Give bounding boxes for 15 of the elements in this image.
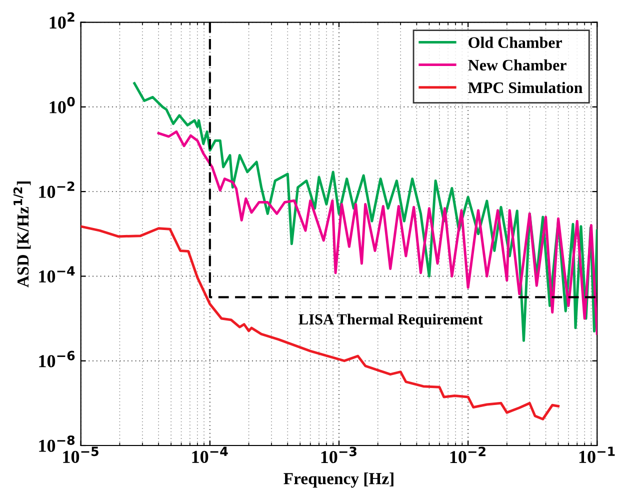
y-tick-label: 10$^{−4}$: [39, 266, 75, 283]
x-tick-label: 10$^{−1}$: [579, 446, 615, 463]
annotation: LISA Thermal Requirement: [298, 314, 483, 328]
x-axis-title: Frequency [Hz]: [284, 472, 394, 488]
x-tick-label: 10$^{−2}$: [450, 446, 486, 464]
x-tick-label: 10$^{−4}$: [192, 446, 228, 463]
legend-label: MPC Simulation: [468, 82, 583, 94]
y-tick-label: 10$^{−2}$: [39, 182, 74, 198]
y-tick-label: 10$^{−6}$: [39, 350, 75, 368]
legend-label: New Chamber: [468, 59, 566, 71]
legend-label: Old Chamber: [468, 36, 562, 48]
y-axis-title: ASD [K/Hz$^{1/2}$]: [13, 182, 31, 288]
y-tick-label: 10$^{2}$: [50, 12, 74, 29]
x-tick-label: 10$^{−3}$: [321, 446, 356, 464]
y-tick-label: 10$^{0}$: [50, 96, 75, 114]
